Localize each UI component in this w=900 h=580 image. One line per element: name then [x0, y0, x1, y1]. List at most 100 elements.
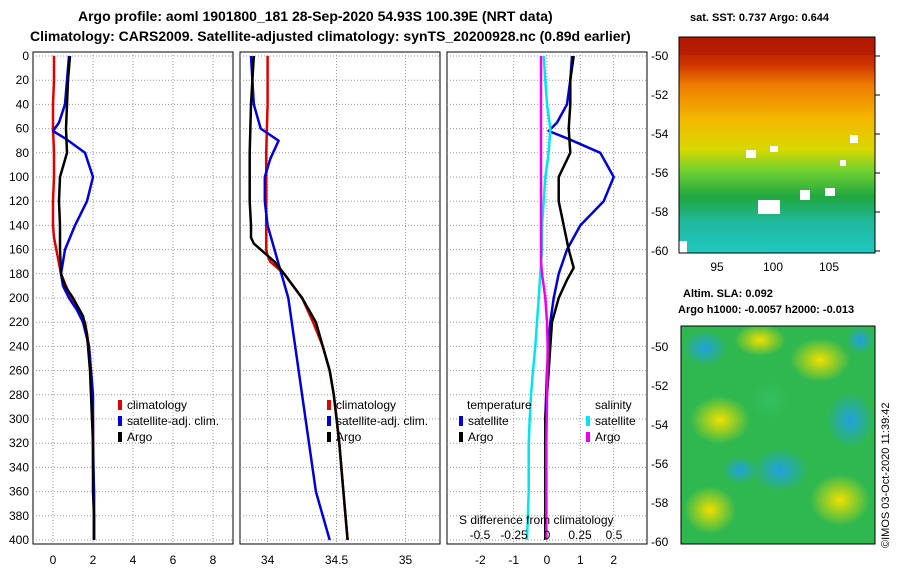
x-tick-label: 6 [170, 553, 177, 567]
x-tick-label: 34.5 [325, 553, 349, 567]
x-tick-label: 35 [399, 553, 413, 567]
series-line-salinity-argo [539, 56, 549, 540]
y-tick-label: 80 [16, 146, 30, 160]
sst-lat-label: -56 [651, 166, 669, 180]
salinity-legend: climatology satellite-adj. clim. Argo [327, 398, 428, 444]
x-tick-label: 2 [90, 553, 97, 567]
temperature-lines [51, 55, 96, 540]
legend-swatch-climatology [118, 400, 122, 410]
title-line-2: Climatology: CARS2009. Satellite-adjuste… [30, 28, 631, 44]
temperature-panel: 0204060801001201401601802002202402602803… [9, 49, 234, 567]
y-tick-label: 220 [9, 315, 29, 329]
sla-lat-label: -60 [651, 535, 669, 549]
depth-tick-labels: 0 20 40 60 80 100 120 140 160 180 200 220 240 260 280 3… [9, 49, 29, 547]
x-tick-label: 8 [210, 553, 217, 567]
legend-satellite: satellite-adj. clim. [127, 414, 219, 428]
y-tick-label: 0 [22, 49, 29, 63]
legend-satellite: satellite-adj. clim. [336, 414, 428, 428]
sst-lat-label: -58 [651, 205, 669, 219]
difference-tick-labels: -2 -1 0 1 2 [475, 553, 617, 567]
temperature-tick-labels: 0 2 4 6 8 [50, 553, 217, 567]
legend-temperature-title: temperature [467, 398, 532, 412]
legend-swatch-satellite [327, 416, 331, 426]
y-tick-label: 300 [9, 412, 29, 426]
x-tick-label: 4 [130, 553, 137, 567]
sst-lon-label: 100 [763, 260, 783, 274]
salinity-tick-labels: 34 34.5 35 [261, 553, 413, 567]
sst-lon-label: 95 [710, 260, 724, 274]
s-diff-tick-label: 0 [544, 528, 551, 542]
y-tick-label: 380 [9, 509, 29, 523]
series-line-salinity-satellite [525, 55, 552, 541]
sst-frame [678, 36, 876, 254]
sla-anomalies [683, 324, 874, 534]
sla-frame [680, 325, 876, 545]
y-tick-label: 140 [9, 218, 29, 232]
s-diff-tick-label: -0.5 [470, 528, 491, 542]
legend-temp-argo: Argo [468, 430, 494, 444]
y-tick-label: 180 [9, 267, 29, 281]
sst-lat-label: -50 [651, 49, 669, 63]
legend-climatology: climatology [127, 398, 187, 412]
x-tick-label: 0 [50, 553, 57, 567]
sla-lat-label: -56 [651, 457, 669, 471]
legend-temp-satellite: satellite [468, 414, 509, 428]
sla-lat-label: -52 [651, 379, 669, 393]
y-tick-label: 320 [9, 436, 29, 450]
sst-lat-labels: -50 -52 -54 -56 -58 -60 [651, 49, 880, 258]
sst-lon-label: 105 [819, 260, 839, 274]
temperature-legend: climatology satellite-adj. clim. Argo [118, 398, 219, 444]
y-tick-label: 360 [9, 485, 29, 499]
legend-argo: Argo [127, 430, 153, 444]
sst-field [679, 37, 875, 253]
y-tick-label: 40 [16, 97, 30, 111]
series-line-argo [57, 55, 96, 540]
legend-swatch-temp-satellite [459, 416, 463, 426]
y-tick-label: 340 [9, 460, 29, 474]
y-tick-label: 240 [9, 339, 29, 353]
legend-swatch-satellite [118, 416, 122, 426]
sst-lon-labels: 95 100 105 [710, 260, 839, 274]
y-tick-label: 120 [9, 194, 29, 208]
x-tick-label: -1 [508, 553, 519, 567]
difference-panel: -2 -1 0 1 2 temperature satellite Argo salin… [446, 51, 648, 567]
imos-credit: ©IMOS 03-Oct-2020 11:39:42 [880, 403, 892, 548]
y-tick-label: 60 [16, 122, 30, 136]
s-diff-tick-label: 0.5 [606, 528, 623, 542]
sla-map: -50 -52 -54 -56 -58 -60 [651, 324, 876, 549]
y-tick-label: 20 [16, 73, 30, 87]
y-tick-label: 400 [9, 533, 29, 547]
legend-swatch-temp-argo [459, 432, 463, 442]
sst-lat-label: -52 [651, 88, 669, 102]
legend-swatch-climatology [327, 400, 331, 410]
x-tick-label: 0 [544, 553, 551, 567]
x-tick-label: 1 [577, 553, 584, 567]
legend-sal-argo: Argo [595, 430, 621, 444]
sla-lat-label: -54 [651, 418, 669, 432]
sla-lat-labels: -50 -52 -54 -56 -58 -60 [651, 340, 669, 549]
s-difference-tick-labels: -0.5 -0.25 0 0.25 0.5 [470, 528, 623, 542]
sla-map-title-1: Altim. SLA: 0.092 [683, 288, 773, 300]
salinity-lines [248, 55, 349, 541]
s-diff-tick-label: -0.25 [500, 528, 528, 542]
legend-salinity-title: salinity [595, 398, 632, 412]
legend-swatch-sal-satellite [586, 416, 590, 426]
sst-map: -50 -52 -54 -56 -58 -60 95 100 105 [651, 36, 880, 274]
legend-climatology: climatology [336, 398, 396, 412]
x-tick-label: 34 [261, 553, 275, 567]
y-tick-label: 160 [9, 243, 29, 257]
y-tick-label: 280 [9, 388, 29, 402]
sst-gaps [679, 135, 858, 253]
y-tick-label: 200 [9, 291, 29, 305]
legend-argo: Argo [336, 430, 362, 444]
legend-swatch-argo [327, 432, 331, 442]
sst-lat-label: -54 [651, 127, 669, 141]
legend-sal-satellite: satellite [595, 414, 636, 428]
sst-map-title: sat. SST: 0.737 Argo: 0.644 [690, 12, 830, 24]
y-tick-label: 260 [9, 364, 29, 378]
legend-swatch-sal-argo [586, 432, 590, 442]
salinity-panel: 34 34.5 35 climatology satellite-adj. clim… [239, 51, 441, 567]
series-line-argo [248, 55, 349, 541]
y-tick-label: 100 [9, 170, 29, 184]
